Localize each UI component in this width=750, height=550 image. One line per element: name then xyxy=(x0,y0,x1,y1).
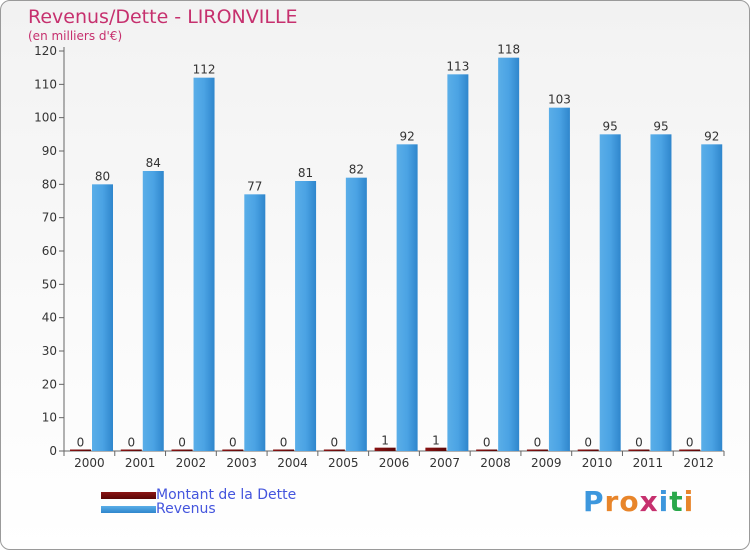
bar-revenus-2005 xyxy=(345,177,367,451)
legend-swatch-dette xyxy=(101,492,156,499)
y-tick-label: 100 xyxy=(34,111,57,125)
x-tick-label: 2001 xyxy=(125,456,156,470)
y-tick-label: 60 xyxy=(42,244,57,258)
logo-letter: t xyxy=(669,485,684,518)
bar-dette-2003 xyxy=(222,449,244,451)
bar-revenus-2002 xyxy=(193,77,215,452)
y-axis: 0 10 20 30 40 50 60 70 80 90 100 110 120 xyxy=(34,44,65,458)
bar-dette-2008 xyxy=(476,449,498,451)
logo-letter: x xyxy=(639,485,659,518)
y-tick-label: 30 xyxy=(42,344,57,358)
y-tick-label: 50 xyxy=(42,277,57,291)
y-tick-label: 20 xyxy=(42,377,57,391)
data-label-dette-2001: 0 xyxy=(127,436,135,450)
data-label-revenus-2004: 81 xyxy=(298,166,313,180)
x-tick-label: 2007 xyxy=(429,456,460,470)
bar-revenus-2001 xyxy=(142,171,164,451)
x-tick-label: 2011 xyxy=(633,456,664,470)
bar-revenus-2003 xyxy=(244,194,266,452)
legend-label-revenus: Revenus xyxy=(156,501,216,517)
y-tick-label: 110 xyxy=(34,77,57,91)
data-label-dette-2002: 0 xyxy=(178,436,186,450)
x-axis: 2000 2001 2002 2003 2004 2005 2006 2007 2008 2009… xyxy=(63,450,725,470)
bar-revenus-2000 xyxy=(92,184,113,452)
bar-revenus-2011 xyxy=(650,134,672,452)
bar-dette-2004 xyxy=(273,449,295,451)
bar-dette-2006 xyxy=(374,447,396,451)
data-label-dette-2012: 0 xyxy=(686,436,694,450)
chart-title: Revenus/Dette - LIRONVILLE xyxy=(28,6,298,28)
logo-letter: P xyxy=(583,485,605,518)
bar-dette-2012 xyxy=(679,449,701,451)
legend-label-dette: Montant de la Dette xyxy=(156,487,297,503)
data-label-dette-2004: 0 xyxy=(280,436,288,450)
x-tick-label: 2012 xyxy=(683,456,714,470)
data-label-dette-2003: 0 xyxy=(229,436,237,450)
data-label-revenus-2008: 118 xyxy=(497,43,520,57)
bars: 0 80 0 84 0 112 0 77 0 81 0 82 1 92 1 113 0 118 0 103 0 95 0 95… xyxy=(70,43,723,452)
logo-letter: o xyxy=(619,485,640,518)
data-label-revenus-2011: 95 xyxy=(653,119,668,133)
bar-dette-2009 xyxy=(526,449,548,451)
bar-revenus-2009 xyxy=(548,107,570,452)
x-tick-label: 2006 xyxy=(379,456,410,470)
data-label-dette-2007: 1 xyxy=(432,434,440,448)
x-tick-label: 2000 xyxy=(74,456,105,470)
logo-letter: i xyxy=(683,485,695,518)
bar-dette-2002 xyxy=(171,449,193,451)
data-label-dette-2005: 0 xyxy=(331,436,339,450)
data-label-dette-2010: 0 xyxy=(584,436,592,450)
logo-letter: r xyxy=(604,485,620,518)
proxiti-logo: Proxiti xyxy=(583,485,694,518)
bar-dette-2000 xyxy=(70,449,91,451)
x-tick-label: 2002 xyxy=(176,456,207,470)
y-tick-label: 70 xyxy=(42,211,57,225)
legend-swatch-revenus xyxy=(101,506,156,513)
data-label-dette-2000: 0 xyxy=(77,436,85,450)
bar-revenus-2004 xyxy=(295,181,317,451)
bar-revenus-2007 xyxy=(447,74,469,451)
x-tick-label: 2009 xyxy=(531,456,562,470)
data-label-revenus-2012: 92 xyxy=(704,129,719,143)
logo-letter: i xyxy=(658,485,670,518)
bar-dette-2011 xyxy=(628,449,650,451)
bar-dette-2010 xyxy=(577,449,599,451)
data-label-revenus-2009: 103 xyxy=(548,93,571,107)
data-label-dette-2011: 0 xyxy=(635,436,643,450)
bar-revenus-2010 xyxy=(599,134,621,452)
x-tick-label: 2005 xyxy=(328,456,359,470)
bar-dette-2007 xyxy=(425,447,447,451)
chart-subtitle: (en milliers d'€) xyxy=(28,29,123,43)
data-label-revenus-2003: 77 xyxy=(247,179,262,193)
data-label-revenus-2001: 84 xyxy=(146,156,161,170)
y-tick-label: 40 xyxy=(42,311,57,325)
data-label-revenus-2000: 80 xyxy=(95,169,110,183)
y-tick-label: 10 xyxy=(42,411,57,425)
data-label-dette-2009: 0 xyxy=(534,436,542,450)
data-label-revenus-2005: 82 xyxy=(349,163,364,177)
data-label-dette-2008: 0 xyxy=(483,436,491,450)
data-label-dette-2006: 1 xyxy=(381,434,389,448)
bar-revenus-2006 xyxy=(396,144,418,452)
data-label-revenus-2010: 95 xyxy=(603,119,618,133)
bar-revenus-2008 xyxy=(498,57,520,452)
y-tick-label: 80 xyxy=(42,177,57,191)
bar-revenus-2012 xyxy=(701,144,723,452)
x-tick-label: 2004 xyxy=(277,456,308,470)
y-tick-label: 120 xyxy=(34,44,57,58)
y-tick-label: 90 xyxy=(42,144,57,158)
data-label-revenus-2002: 112 xyxy=(193,63,216,77)
data-label-revenus-2006: 92 xyxy=(399,129,414,143)
bar-dette-2001 xyxy=(120,449,142,451)
x-tick-label: 2008 xyxy=(480,456,511,470)
x-tick-label: 2003 xyxy=(226,456,257,470)
bar-dette-2005 xyxy=(323,449,345,451)
data-label-revenus-2007: 113 xyxy=(446,59,469,73)
y-tick-label: 0 xyxy=(49,444,57,458)
x-tick-label: 2010 xyxy=(582,456,613,470)
